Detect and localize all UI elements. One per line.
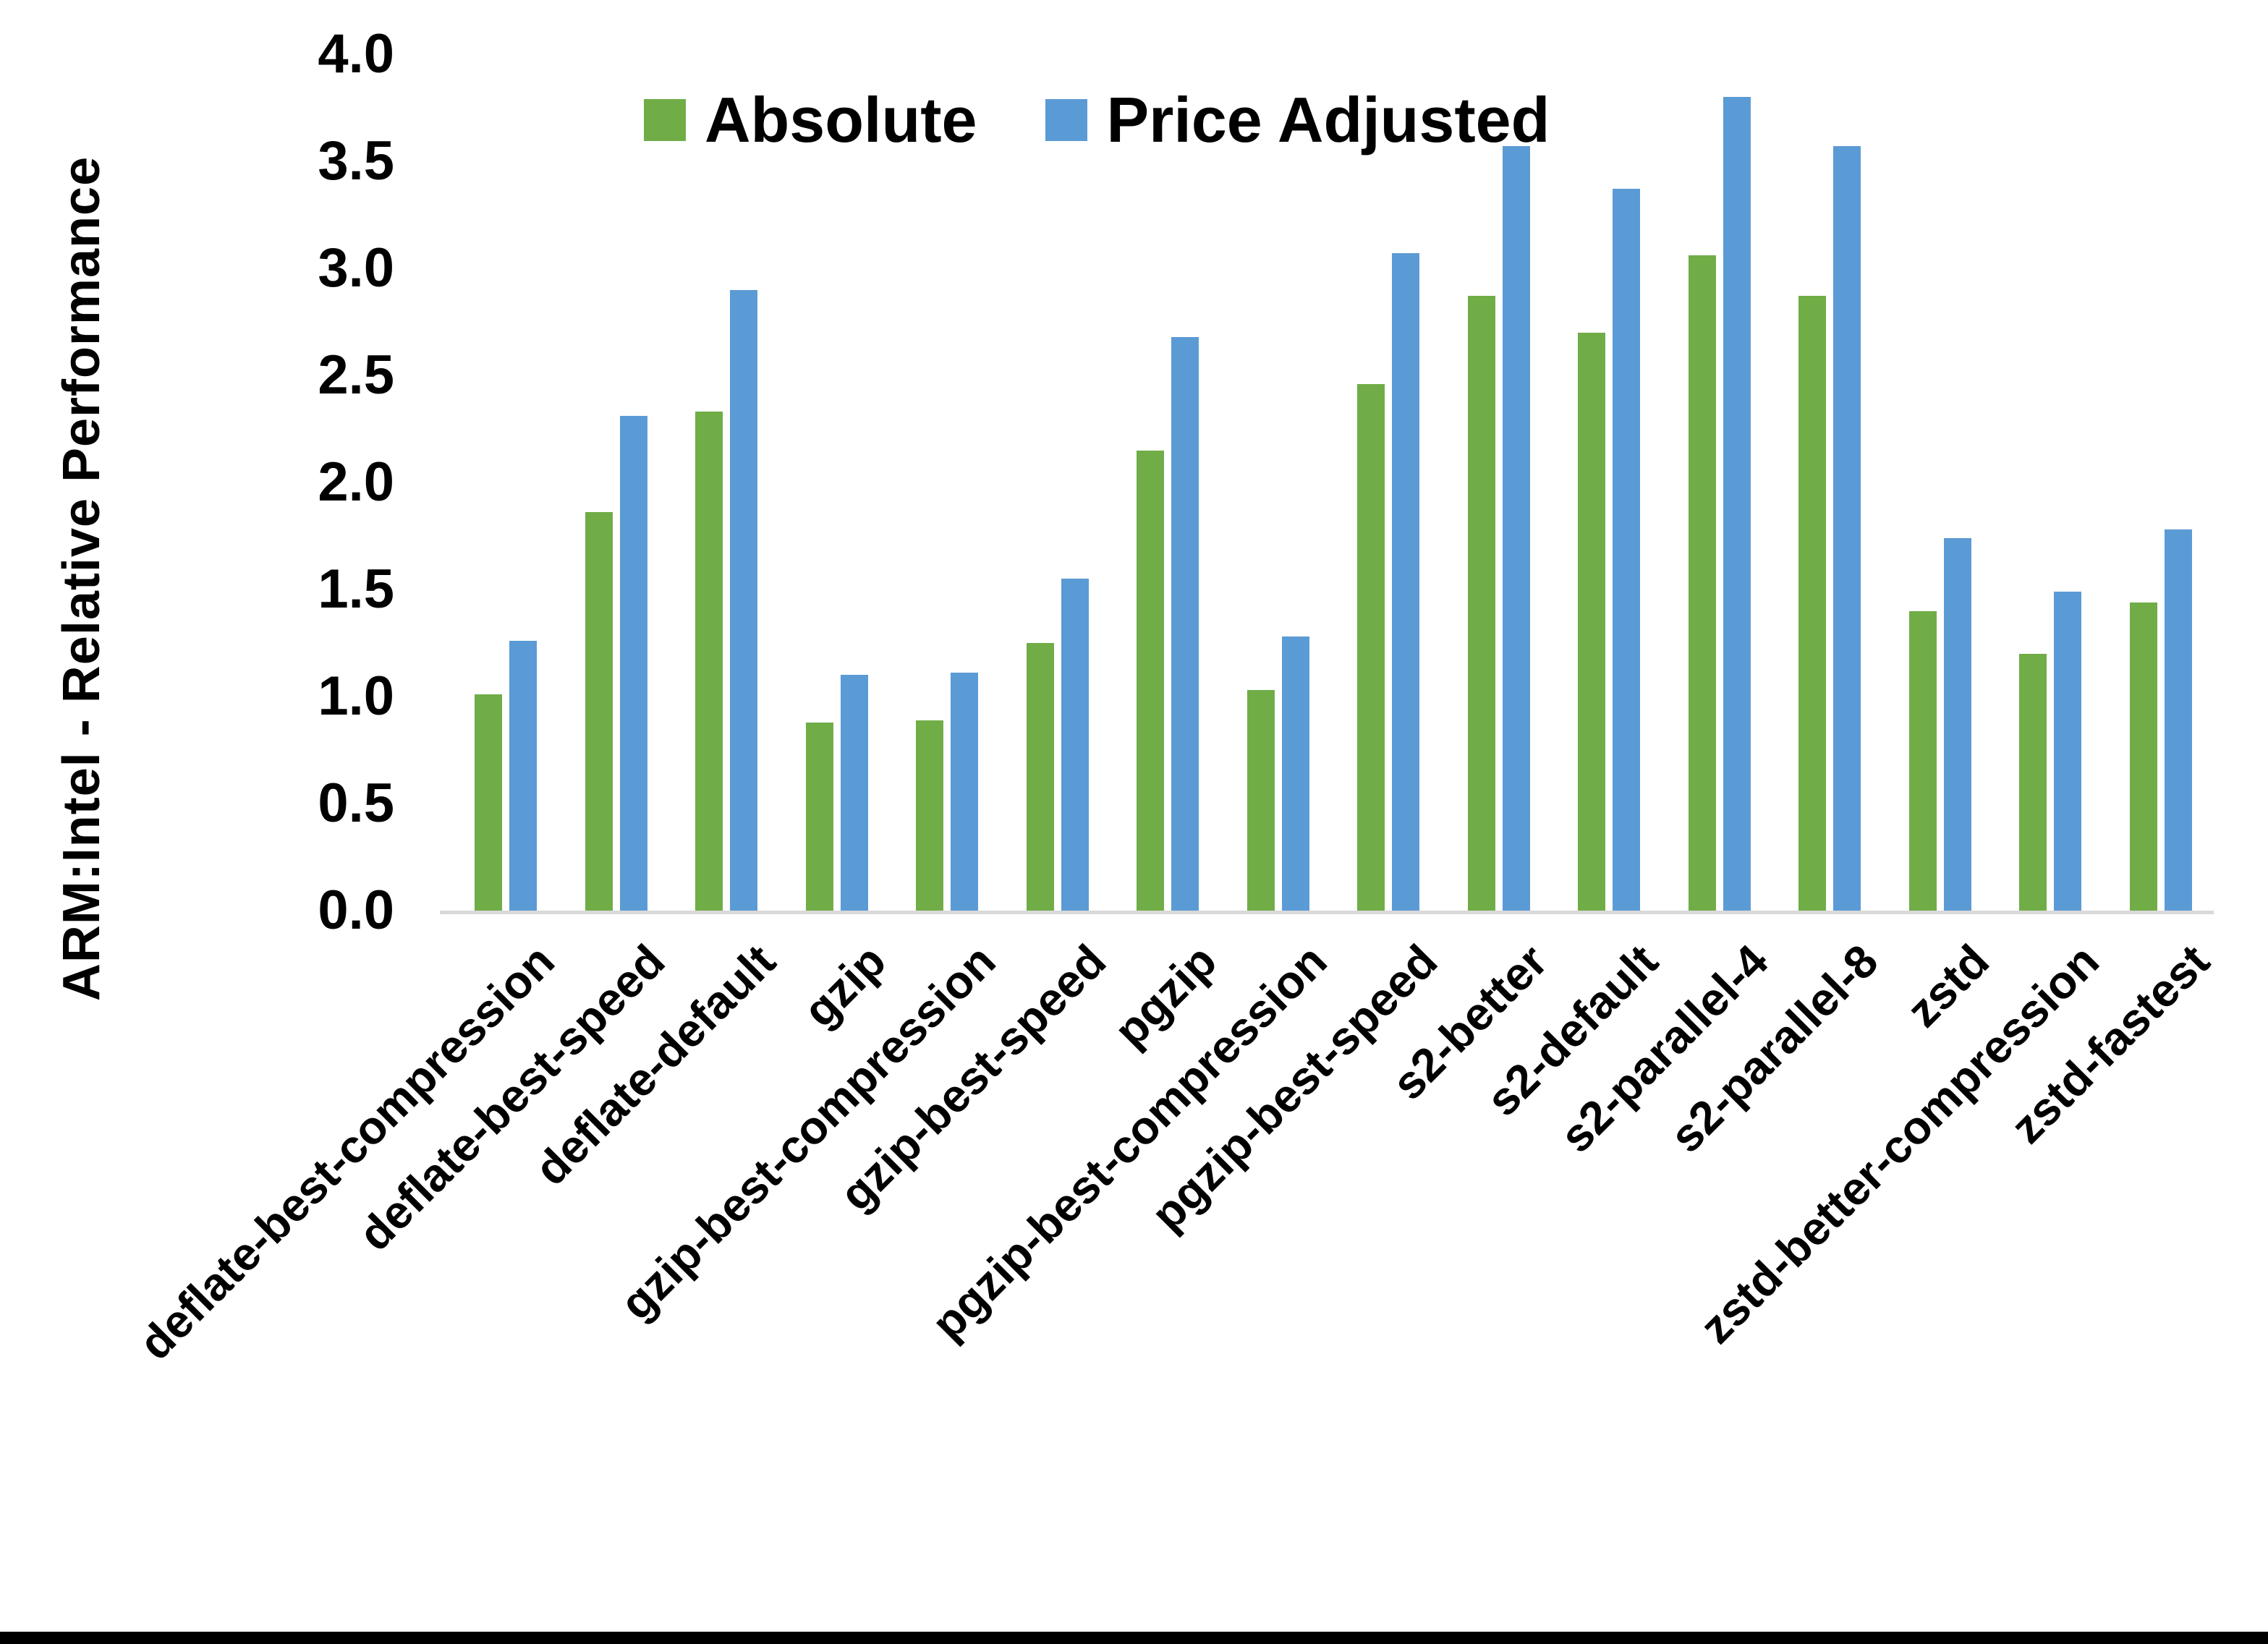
bar-price-adjusted-zstd-fastest xyxy=(2164,529,2192,911)
bar-absolute-gzip xyxy=(805,722,833,911)
x-axis-category-label: gzip xyxy=(793,934,896,1037)
bar-price-adjusted-gzip-best-speed xyxy=(1061,579,1089,911)
bar-absolute-deflate-best-speed xyxy=(585,512,613,911)
bar-absolute-s2-default xyxy=(1578,332,1605,911)
bar-price-adjusted-pgzip-best-speed xyxy=(1392,253,1419,911)
bar-absolute-zstd xyxy=(1908,610,1937,911)
bar-price-adjusted-pgzip-best-compression xyxy=(1281,636,1309,911)
y-axis-tick-label: 4.0 xyxy=(318,23,394,85)
legend: Absolute Price Adjusted xyxy=(644,88,1550,152)
bar-price-adjusted-s2-default xyxy=(1613,189,1640,911)
bottom-border xyxy=(0,1632,2268,1644)
y-axis-tick-label: 1.0 xyxy=(318,665,394,727)
bar-price-adjusted-gzip xyxy=(840,675,868,911)
y-axis-tick-label: 3.5 xyxy=(318,130,394,192)
legend-swatch-price-adjusted-icon xyxy=(1045,99,1088,141)
bar-absolute-deflate-default xyxy=(695,412,723,911)
y-axis-tick-label: 3.0 xyxy=(318,237,394,299)
x-axis-baseline xyxy=(440,911,2214,914)
bar-price-adjusted-zstd-better-compression xyxy=(2054,591,2081,911)
bar-absolute-pgzip-best-compression xyxy=(1246,690,1275,911)
legend-label-price-adjusted: Price Adjusted xyxy=(1106,84,1550,156)
y-axis-tick-label: 2.0 xyxy=(318,451,394,513)
bar-price-adjusted-gzip-best-compression xyxy=(951,673,978,911)
y-axis-tick-label: 0.0 xyxy=(318,880,394,941)
bar-price-adjusted-s2-parallel-8 xyxy=(1833,146,1861,911)
bar-absolute-zstd-fastest xyxy=(2129,602,2157,911)
y-axis-tick-label: 0.5 xyxy=(318,772,394,834)
y-axis-tick-label: 2.5 xyxy=(318,344,394,406)
bar-price-adjusted-deflate-best-compression xyxy=(509,641,537,911)
bar-absolute-zstd-better-compression xyxy=(2019,653,2047,911)
bar-price-adjusted-s2-parallel-4 xyxy=(1723,97,1751,911)
bar-absolute-gzip-best-compression xyxy=(916,720,943,911)
bar-price-adjusted-deflate-default xyxy=(730,289,757,911)
bar-absolute-deflate-best-compression xyxy=(475,694,502,911)
bar-price-adjusted-pgzip xyxy=(1171,336,1199,911)
y-axis-tick-label: 1.5 xyxy=(318,558,394,620)
bar-price-adjusted-deflate-best-speed xyxy=(619,416,647,911)
bar-absolute-gzip-best-speed xyxy=(1026,643,1054,911)
bar-price-adjusted-s2-better xyxy=(1502,146,1530,911)
x-axis-category-label: deflate-best-compression xyxy=(129,934,565,1370)
bar-absolute-s2-better xyxy=(1467,296,1495,911)
bar-price-adjusted-zstd xyxy=(1943,537,1971,911)
legend-swatch-absolute-icon xyxy=(644,99,686,141)
bar-absolute-s2-parallel-4 xyxy=(1688,255,1716,911)
legend-item-price-adjusted: Price Adjusted xyxy=(1045,88,1550,152)
legend-label-absolute: Absolute xyxy=(705,84,977,156)
x-axis-category-label: zstd xyxy=(1896,934,1999,1037)
legend-item-absolute: Absolute xyxy=(644,88,977,152)
bar-absolute-pgzip xyxy=(1137,450,1164,911)
bar-absolute-pgzip-best-speed xyxy=(1357,383,1385,911)
bar-absolute-s2-parallel-8 xyxy=(1798,296,1826,911)
